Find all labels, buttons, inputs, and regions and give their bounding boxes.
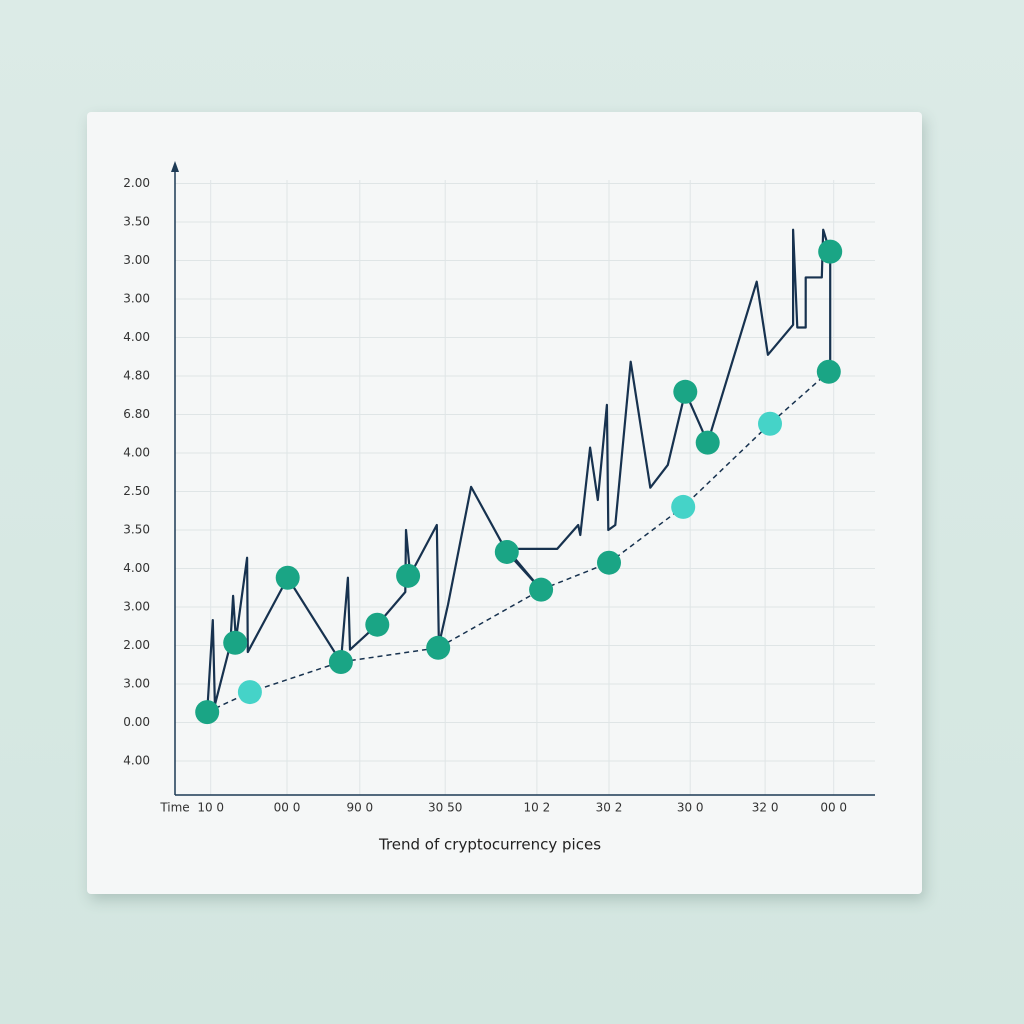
x-tick-label: 00 0	[274, 801, 301, 815]
y-tick-label: 4.00	[123, 754, 150, 768]
marker	[223, 630, 248, 655]
marker	[365, 612, 390, 637]
y-tick-label: 4.00	[123, 561, 150, 575]
marker	[529, 577, 554, 602]
marker	[695, 430, 720, 455]
marker	[426, 635, 451, 660]
marker	[816, 359, 841, 384]
marker	[758, 411, 782, 436]
y-tick-label: 0.00	[123, 715, 150, 729]
marker	[597, 550, 621, 575]
y-tick-label: 3.50	[123, 523, 150, 537]
marker	[237, 680, 262, 705]
x-tick-label: 32 0	[752, 801, 779, 815]
x-tick-label: 30 2	[596, 801, 623, 815]
marker	[673, 379, 698, 404]
y-tick-label: 4.80	[123, 369, 150, 383]
marker	[195, 700, 220, 725]
x-tick-label: 30 50	[428, 801, 462, 815]
x-tick-label: 10 0	[197, 801, 224, 815]
y-tick-label: 3.00	[123, 253, 150, 267]
y-tick-label: 4.00	[123, 446, 150, 460]
marker	[818, 239, 843, 264]
marker	[494, 539, 519, 564]
chart-card	[87, 112, 922, 894]
x-tick-label: 30 0	[677, 801, 704, 815]
y-tick-label: 3.50	[123, 215, 150, 229]
y-tick-label: 2.00	[123, 176, 150, 190]
x-tick-label: 00 0	[820, 801, 847, 815]
y-tick-label: 3.00	[123, 600, 150, 614]
y-tick-label: 6.80	[123, 407, 150, 421]
x-tick-label: 90 0	[346, 801, 373, 815]
trend-line	[206, 371, 830, 713]
y-tick-label: 2.00	[123, 638, 150, 652]
x-axis-label: Time	[159, 801, 189, 815]
marker	[328, 650, 353, 675]
y-tick-label: 3.00	[123, 292, 150, 306]
y-axis-arrow	[171, 161, 179, 172]
marker	[396, 563, 421, 588]
marker	[275, 565, 300, 590]
marker	[671, 494, 696, 519]
x-tick-label: 10 2	[524, 801, 551, 815]
price-line	[206, 228, 832, 713]
y-tick-label: 4.00	[123, 330, 150, 344]
chart-title: Trend of cryptocurrency pices	[378, 836, 601, 854]
y-tick-label: 2.50	[123, 484, 150, 498]
y-tick-label: 3.00	[123, 677, 150, 691]
